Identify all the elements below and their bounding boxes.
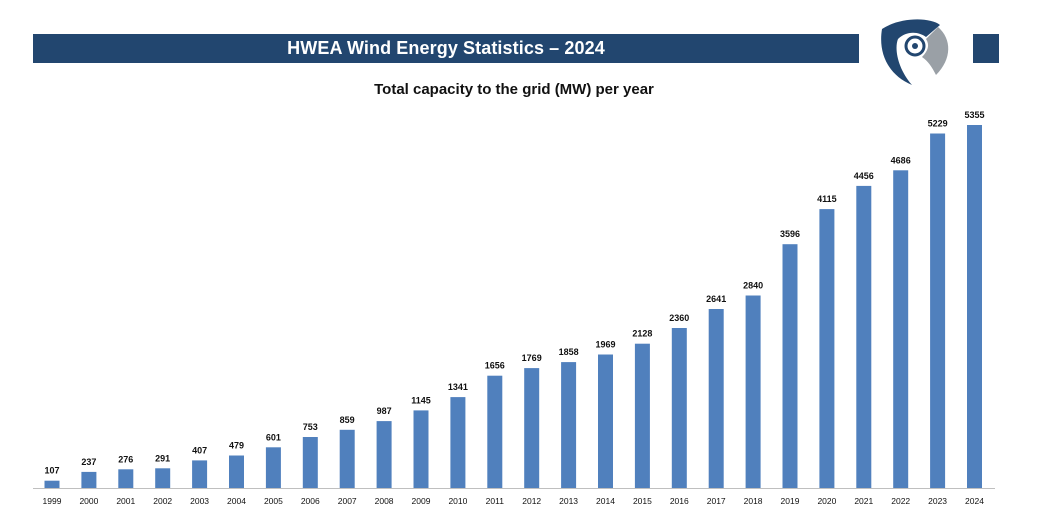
bar-2020 xyxy=(819,209,835,488)
bar-2019 xyxy=(782,244,798,488)
x-tick-label-2012: 2012 xyxy=(522,496,541,506)
bar-2017 xyxy=(708,309,724,488)
data-label-2021: 4456 xyxy=(854,171,874,181)
data-label-2022: 4686 xyxy=(891,155,911,165)
bar-2023 xyxy=(930,133,946,488)
x-tick-label-2000: 2000 xyxy=(79,496,98,506)
data-label-2006: 753 xyxy=(303,422,318,432)
data-label-2016: 2360 xyxy=(669,313,689,323)
bar-2015 xyxy=(634,343,650,488)
x-tick-label-2004: 2004 xyxy=(227,496,246,506)
bar-2008 xyxy=(376,421,392,488)
x-tick-label-2003: 2003 xyxy=(190,496,209,506)
header-title-bar: HWEA Wind Energy Statistics – 2024 xyxy=(33,34,859,63)
data-label-1999: 107 xyxy=(44,466,59,476)
bar-2003 xyxy=(192,460,208,488)
data-label-2004: 479 xyxy=(229,441,244,451)
x-tick-label-2018: 2018 xyxy=(744,496,763,506)
x-tick-label-2007: 2007 xyxy=(338,496,357,506)
data-label-2003: 407 xyxy=(192,445,207,455)
x-tick-label-2015: 2015 xyxy=(633,496,652,506)
x-tick-label-2005: 2005 xyxy=(264,496,283,506)
data-label-2007: 859 xyxy=(340,415,355,425)
data-label-2002: 291 xyxy=(155,453,170,463)
x-tick-label-2009: 2009 xyxy=(412,496,431,506)
bar-2001 xyxy=(118,469,134,488)
data-label-2012: 1769 xyxy=(522,353,542,363)
x-tick-label-2021: 2021 xyxy=(854,496,873,506)
x-tick-label-2023: 2023 xyxy=(928,496,947,506)
data-label-2015: 2128 xyxy=(632,329,652,339)
data-label-2018: 2840 xyxy=(743,281,763,291)
x-tick-label-2019: 2019 xyxy=(781,496,800,506)
x-tick-label-2008: 2008 xyxy=(375,496,394,506)
x-tick-label-2011: 2011 xyxy=(486,496,505,506)
bar-2000 xyxy=(81,471,97,488)
data-label-2020: 4115 xyxy=(817,194,837,204)
x-tick-label-2017: 2017 xyxy=(707,496,726,506)
bar-2021 xyxy=(856,185,872,488)
x-tick-label-2002: 2002 xyxy=(153,496,172,506)
data-label-2010: 1341 xyxy=(448,382,468,392)
x-tick-label-2013: 2013 xyxy=(559,496,578,506)
data-label-2011: 1656 xyxy=(485,361,505,371)
bar-2005 xyxy=(265,447,281,488)
x-tick-label-2010: 2010 xyxy=(448,496,467,506)
bar-1999 xyxy=(44,480,60,488)
data-label-2000: 237 xyxy=(81,457,96,467)
data-label-2023: 5229 xyxy=(928,119,948,129)
data-label-2014: 1969 xyxy=(595,340,615,350)
bar-2022 xyxy=(893,170,909,489)
bar-2011 xyxy=(487,375,503,488)
data-label-2019: 3596 xyxy=(780,229,800,239)
bar-2004 xyxy=(229,455,244,488)
data-label-2001: 276 xyxy=(118,454,133,464)
bar-2018 xyxy=(745,295,761,488)
data-label-2024: 5355 xyxy=(964,110,984,120)
chart-title: Total capacity to the grid (MW) per year xyxy=(374,81,654,98)
bar-2014 xyxy=(598,354,613,488)
data-label-2009: 1145 xyxy=(411,395,431,405)
x-tick-label-2020: 2020 xyxy=(817,496,836,506)
bar-2024 xyxy=(967,125,982,488)
header-accent-block xyxy=(973,34,999,63)
data-label-2005: 601 xyxy=(266,432,281,442)
bar-2013 xyxy=(561,362,577,488)
bar-2009 xyxy=(413,410,429,488)
bar-2012 xyxy=(524,368,540,488)
x-tick-label-2016: 2016 xyxy=(670,496,689,506)
data-label-2017: 2641 xyxy=(706,294,726,304)
page-title: HWEA Wind Energy Statistics – 2024 xyxy=(287,38,605,58)
x-tick-label-1999: 1999 xyxy=(43,496,62,506)
data-label-2013: 1858 xyxy=(559,347,579,357)
bar-2006 xyxy=(302,437,318,488)
bar-2010 xyxy=(450,397,466,488)
wind-turbine-logo-icon xyxy=(881,19,949,85)
x-tick-label-2014: 2014 xyxy=(596,496,615,506)
x-tick-label-2022: 2022 xyxy=(891,496,910,506)
bar-2002 xyxy=(155,468,171,488)
x-tick-label-2024: 2024 xyxy=(965,496,984,506)
x-tick-label-2006: 2006 xyxy=(301,496,320,506)
x-tick-label-2001: 2001 xyxy=(116,496,135,506)
data-label-2008: 987 xyxy=(377,406,392,416)
bar-2016 xyxy=(671,328,687,488)
bar-2007 xyxy=(339,429,355,488)
